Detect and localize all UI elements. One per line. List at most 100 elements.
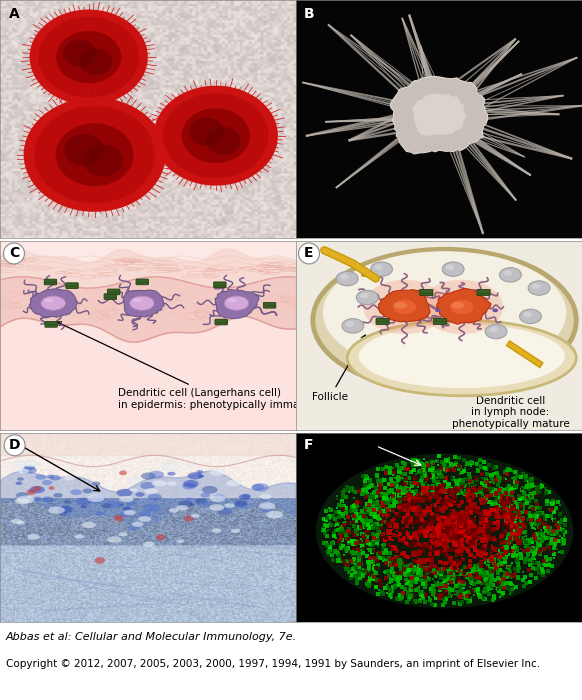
Point [430,564,439,575]
Point [450,498,459,510]
Point [456,531,465,542]
Point [503,511,513,522]
Point [384,486,393,497]
Point [331,546,340,557]
Point [453,547,462,559]
Point [453,596,463,607]
Point [494,584,503,595]
Circle shape [70,144,79,150]
Point [534,482,544,493]
Point [455,460,464,471]
Point [446,517,455,528]
Point [541,520,550,531]
Ellipse shape [17,477,24,481]
Point [418,464,428,475]
Ellipse shape [176,505,188,510]
Point [406,561,416,572]
Point [354,555,364,566]
Point [390,581,399,592]
Point [528,510,538,522]
Point [513,504,522,515]
Point [449,597,459,608]
Circle shape [83,144,123,176]
Point [534,538,543,549]
Point [385,526,394,538]
Circle shape [136,13,143,18]
Point [421,500,431,511]
Point [424,508,433,519]
Point [428,537,438,548]
Point [386,559,395,570]
Point [399,536,408,547]
Point [379,499,388,510]
Point [439,533,448,544]
Point [459,474,468,485]
Ellipse shape [166,481,178,486]
Point [443,511,452,522]
Point [372,531,381,542]
Point [414,560,424,571]
Point [519,482,528,493]
Point [553,536,562,547]
Point [409,500,418,511]
Point [493,516,502,527]
Point [521,493,530,504]
Point [438,485,447,496]
Point [407,569,416,580]
Point [491,461,501,472]
Point [479,570,488,581]
Point [514,532,523,543]
Point [476,568,485,580]
Circle shape [11,112,20,119]
Ellipse shape [49,475,61,480]
Point [353,566,362,578]
Point [464,509,473,520]
Point [502,582,511,594]
Point [417,472,427,483]
Point [413,482,423,493]
Point [409,491,418,502]
Point [493,550,502,561]
Point [502,535,511,546]
Point [379,492,389,503]
Point [480,493,489,504]
Point [382,555,391,566]
Point [395,484,404,495]
Point [505,566,514,578]
Circle shape [127,50,134,55]
Point [453,565,462,576]
Point [508,542,517,554]
Point [403,508,413,519]
Point [501,551,510,562]
Point [384,556,393,567]
Point [524,495,534,506]
Point [442,580,451,592]
Point [560,512,570,523]
Point [386,474,396,485]
Ellipse shape [18,469,29,473]
Point [435,483,445,494]
Ellipse shape [141,473,155,480]
Point [470,542,480,554]
Point [501,537,510,548]
Point [420,547,429,559]
Point [466,576,475,587]
Point [392,568,401,579]
Point [456,508,465,519]
Point [354,521,363,532]
Point [473,472,482,483]
Point [359,547,368,558]
Point [386,573,395,584]
Point [482,495,492,506]
Point [499,580,509,591]
Point [436,573,446,584]
Point [514,571,523,582]
Point [517,553,527,564]
Point [505,509,514,520]
Point [403,560,412,571]
Point [492,499,501,510]
Point [513,573,523,584]
Point [428,469,438,480]
Point [431,589,440,600]
Point [520,571,530,582]
